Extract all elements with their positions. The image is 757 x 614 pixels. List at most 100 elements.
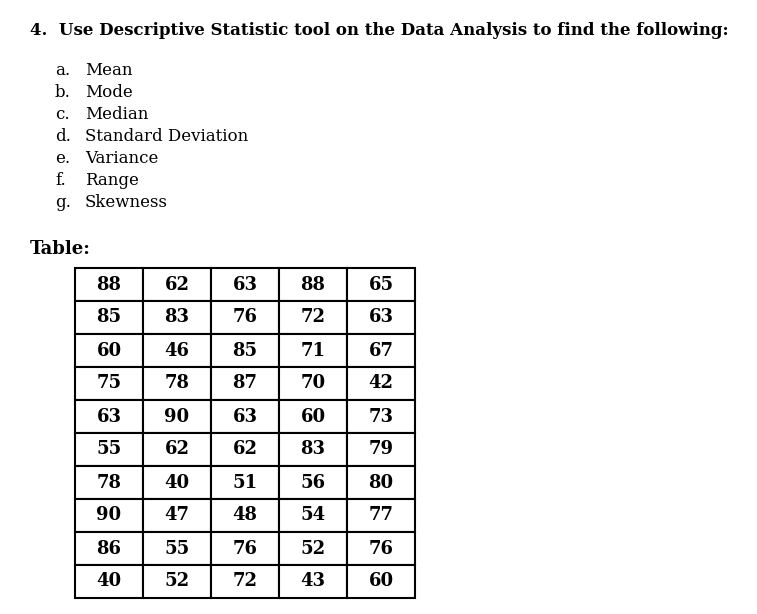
Text: 40: 40 xyxy=(96,572,122,591)
Bar xyxy=(279,334,347,367)
Bar xyxy=(347,367,415,400)
Bar xyxy=(279,565,347,598)
Text: 76: 76 xyxy=(369,540,394,558)
Text: g.: g. xyxy=(55,194,71,211)
Text: Median: Median xyxy=(85,106,148,123)
Text: 51: 51 xyxy=(232,473,257,491)
Bar xyxy=(75,466,143,499)
Text: 85: 85 xyxy=(232,341,257,360)
Text: 87: 87 xyxy=(232,375,257,392)
Bar xyxy=(279,499,347,532)
Bar xyxy=(347,466,415,499)
Text: 90: 90 xyxy=(96,507,122,524)
Text: 63: 63 xyxy=(96,408,122,426)
Bar xyxy=(75,301,143,334)
Bar xyxy=(143,400,211,433)
Text: Range: Range xyxy=(85,172,139,189)
Text: 40: 40 xyxy=(164,473,189,491)
Bar xyxy=(347,433,415,466)
Text: 90: 90 xyxy=(164,408,189,426)
Bar xyxy=(143,466,211,499)
Text: 76: 76 xyxy=(232,308,257,327)
Bar xyxy=(143,499,211,532)
Text: 72: 72 xyxy=(301,308,326,327)
Text: 55: 55 xyxy=(96,440,122,459)
Text: 78: 78 xyxy=(96,473,122,491)
Bar xyxy=(347,499,415,532)
Text: 62: 62 xyxy=(232,440,257,459)
Bar xyxy=(279,466,347,499)
Bar xyxy=(143,367,211,400)
Bar xyxy=(143,301,211,334)
Text: 77: 77 xyxy=(369,507,394,524)
Text: 86: 86 xyxy=(96,540,122,558)
Text: 62: 62 xyxy=(164,440,189,459)
Text: 4.  Use Descriptive Statistic tool on the Data Analysis to find the following:: 4. Use Descriptive Statistic tool on the… xyxy=(30,22,729,39)
Bar xyxy=(279,268,347,301)
Text: Standard Deviation: Standard Deviation xyxy=(85,128,248,145)
Bar xyxy=(211,499,279,532)
Text: 43: 43 xyxy=(301,572,326,591)
Bar xyxy=(279,301,347,334)
Text: Variance: Variance xyxy=(85,150,158,167)
Bar xyxy=(211,433,279,466)
Text: Table:: Table: xyxy=(30,240,91,258)
Bar xyxy=(347,334,415,367)
Text: 63: 63 xyxy=(232,276,257,293)
Text: 79: 79 xyxy=(369,440,394,459)
Text: 88: 88 xyxy=(96,276,122,293)
Bar xyxy=(279,433,347,466)
Bar xyxy=(211,565,279,598)
Bar xyxy=(143,532,211,565)
Bar xyxy=(75,499,143,532)
Text: 60: 60 xyxy=(96,341,122,360)
Text: Mean: Mean xyxy=(85,62,132,79)
Bar xyxy=(143,334,211,367)
Text: 63: 63 xyxy=(232,408,257,426)
Text: 67: 67 xyxy=(369,341,394,360)
Bar xyxy=(347,268,415,301)
Text: d.: d. xyxy=(55,128,71,145)
Text: 52: 52 xyxy=(301,540,326,558)
Bar xyxy=(75,565,143,598)
Bar xyxy=(75,532,143,565)
Bar xyxy=(347,565,415,598)
Text: 56: 56 xyxy=(301,473,326,491)
Bar xyxy=(211,466,279,499)
Text: 65: 65 xyxy=(369,276,394,293)
Text: 71: 71 xyxy=(301,341,326,360)
Text: 52: 52 xyxy=(164,572,189,591)
Text: 76: 76 xyxy=(232,540,257,558)
Text: 88: 88 xyxy=(301,276,326,293)
Text: 46: 46 xyxy=(164,341,189,360)
Bar xyxy=(75,433,143,466)
Bar xyxy=(143,268,211,301)
Bar xyxy=(279,532,347,565)
Text: 48: 48 xyxy=(232,507,257,524)
Text: Mode: Mode xyxy=(85,84,132,101)
Text: f.: f. xyxy=(55,172,66,189)
Text: 83: 83 xyxy=(301,440,326,459)
Bar xyxy=(347,400,415,433)
Bar xyxy=(211,268,279,301)
Text: 72: 72 xyxy=(232,572,257,591)
Text: 80: 80 xyxy=(369,473,394,491)
Bar xyxy=(75,400,143,433)
Text: 42: 42 xyxy=(369,375,394,392)
Text: e.: e. xyxy=(55,150,70,167)
Bar xyxy=(211,334,279,367)
Text: a.: a. xyxy=(55,62,70,79)
Bar xyxy=(75,367,143,400)
Text: 78: 78 xyxy=(164,375,189,392)
Bar xyxy=(347,301,415,334)
Bar xyxy=(75,268,143,301)
Text: 83: 83 xyxy=(164,308,189,327)
Bar xyxy=(347,532,415,565)
Text: b.: b. xyxy=(55,84,71,101)
Text: 85: 85 xyxy=(96,308,122,327)
Bar xyxy=(75,334,143,367)
Bar xyxy=(279,367,347,400)
Text: 47: 47 xyxy=(164,507,189,524)
Text: 70: 70 xyxy=(301,375,326,392)
Text: 60: 60 xyxy=(301,408,326,426)
